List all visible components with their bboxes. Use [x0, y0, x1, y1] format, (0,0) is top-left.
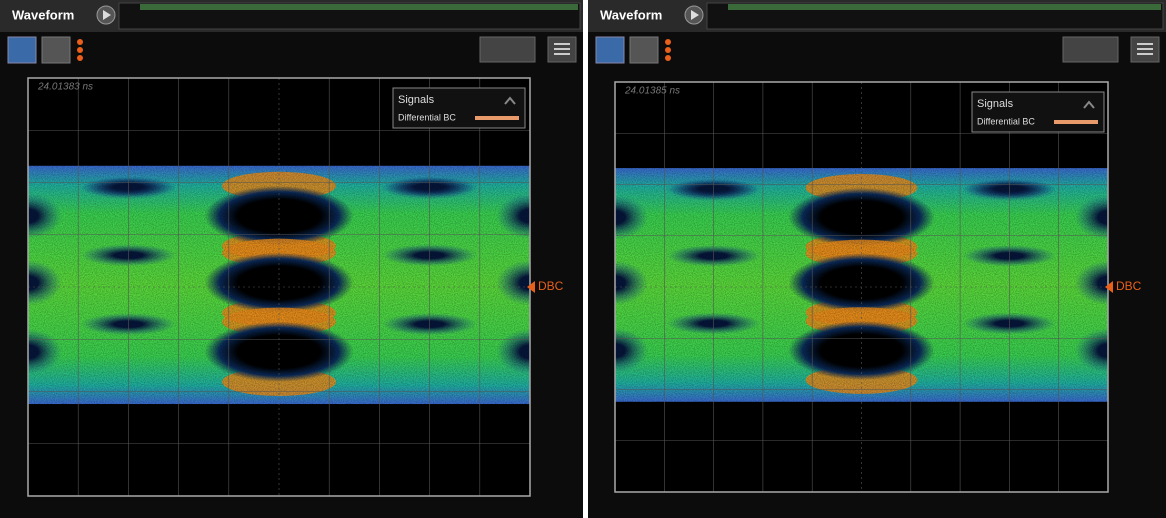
zoom-button[interactable]	[479, 36, 536, 63]
waveform-panel: Waveform 24.01385 ns Signals Differential B…	[588, 0, 1166, 518]
panel-title: Waveform	[600, 7, 662, 22]
timeline-overview	[728, 4, 1161, 10]
zoom-button[interactable]	[1062, 36, 1119, 63]
view-button-1[interactable]	[595, 36, 625, 64]
legend-title: Signals	[977, 98, 1014, 110]
more-dot	[665, 47, 671, 53]
view-button-2[interactable]	[41, 36, 71, 64]
more-dot	[665, 39, 671, 45]
more-dot	[77, 39, 83, 45]
panel-title: Waveform	[12, 7, 74, 22]
legend-title: Signals	[398, 94, 435, 106]
timeline-overview	[140, 4, 578, 10]
eye-diagram	[615, 164, 1108, 406]
legend-box	[971, 91, 1105, 133]
legend-swatch	[1054, 120, 1098, 124]
legend-collapse[interactable]	[1083, 100, 1095, 109]
legend-collapse[interactable]	[504, 96, 516, 105]
marker-arrow	[1105, 281, 1113, 293]
legend-entry: Differential BC	[977, 116, 1035, 126]
play-icon	[103, 10, 111, 20]
more-dot	[665, 55, 671, 61]
timestamp: 24.01385 ns	[624, 86, 680, 97]
legend-box	[392, 87, 526, 129]
marker-label: DBC	[1116, 279, 1142, 293]
view-button-1[interactable]	[7, 36, 37, 64]
more-dot	[77, 55, 83, 61]
noise-texture	[615, 164, 1108, 406]
legend-entry: Differential BC	[398, 112, 456, 122]
legend-swatch	[475, 116, 519, 120]
marker-label: DBC	[538, 279, 564, 293]
marker-arrow	[527, 281, 535, 293]
timestamp: 24.01383 ns	[37, 82, 93, 93]
more-dot	[77, 47, 83, 53]
panel-gap	[583, 0, 588, 518]
view-button-2[interactable]	[629, 36, 659, 64]
eye-diagram	[28, 161, 530, 409]
waveform-panel: Waveform 24.01383 ns Signals Differential B…	[0, 0, 583, 518]
play-icon	[691, 10, 699, 20]
